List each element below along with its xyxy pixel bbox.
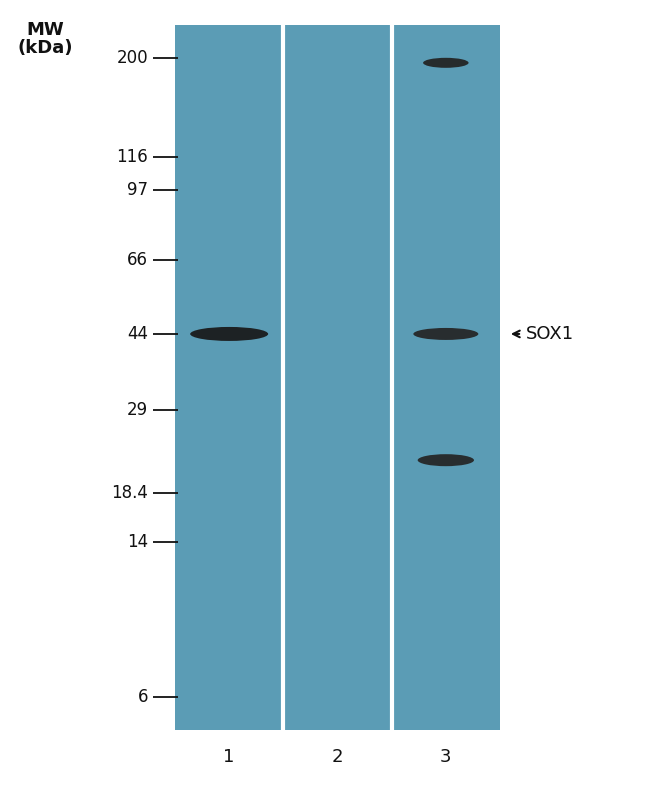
Ellipse shape bbox=[423, 58, 469, 68]
Text: (kDa): (kDa) bbox=[18, 40, 73, 57]
Text: 2: 2 bbox=[332, 748, 343, 766]
Text: 200: 200 bbox=[116, 49, 148, 67]
Text: SOX1: SOX1 bbox=[526, 325, 574, 343]
Text: 44: 44 bbox=[127, 325, 148, 343]
Text: 18.4: 18.4 bbox=[111, 483, 148, 502]
Text: 116: 116 bbox=[116, 148, 148, 166]
Text: MW: MW bbox=[26, 21, 64, 40]
Bar bbox=[175, 25, 500, 730]
Text: 14: 14 bbox=[127, 533, 148, 551]
Text: 1: 1 bbox=[224, 748, 235, 766]
Text: 97: 97 bbox=[127, 181, 148, 199]
Ellipse shape bbox=[413, 328, 478, 340]
Text: 29: 29 bbox=[127, 401, 148, 419]
Ellipse shape bbox=[418, 454, 474, 466]
Text: 6: 6 bbox=[138, 688, 148, 706]
Text: 66: 66 bbox=[127, 251, 148, 269]
Text: 3: 3 bbox=[440, 748, 452, 766]
Ellipse shape bbox=[190, 327, 268, 341]
